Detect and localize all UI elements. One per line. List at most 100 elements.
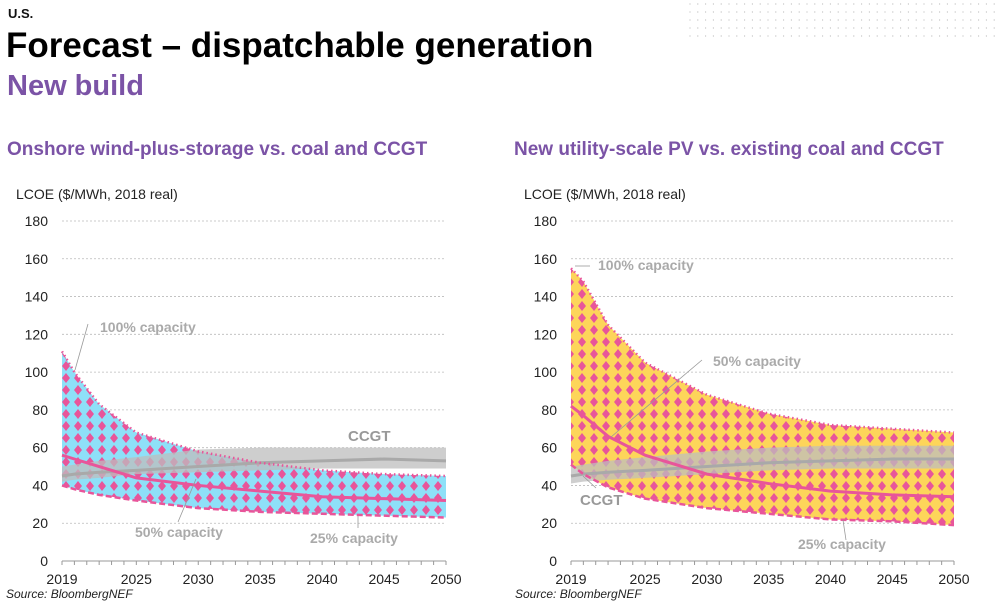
decor-dot (900, 11, 902, 13)
decor-dot (861, 27, 863, 29)
decor-dot (923, 35, 925, 37)
ccgt-band (62, 447, 446, 482)
decor-dot (970, 35, 972, 37)
decor-dot (962, 3, 964, 5)
chart-title-left: Onshore wind-plus-storage vs. coal and C… (7, 139, 428, 160)
series-line (570, 404, 955, 499)
decor-dot (946, 27, 949, 29)
decor-dot (853, 27, 855, 29)
decor-dot (946, 3, 949, 5)
decor-dot (861, 3, 863, 5)
y-tick-label: 80 (541, 402, 557, 418)
series-line (61, 484, 447, 519)
decor-dot (775, 3, 777, 5)
decor-dot (985, 19, 988, 21)
y-tick-label: 180 (25, 213, 49, 229)
decor-dot (689, 19, 691, 21)
decor-dot (845, 11, 847, 13)
capacity-range-area (571, 268, 954, 526)
decor-dot (697, 3, 699, 5)
decor-dot (767, 27, 769, 29)
decor-dot (822, 11, 824, 13)
decor-dot (790, 35, 793, 37)
y-tick-label: 100 (25, 364, 49, 380)
page-title: Forecast – dispatchable generation (6, 26, 594, 65)
decor-dot (915, 19, 917, 21)
decor-dot (814, 11, 816, 13)
decor-dot (845, 35, 847, 37)
source-right: Source: BloombergNEF (515, 587, 642, 601)
decor-dot (751, 3, 754, 5)
decor-dot (946, 35, 949, 37)
decor-dot (751, 27, 754, 29)
decor-dot (907, 3, 910, 5)
decor-dot (970, 3, 972, 5)
decor-dot (720, 27, 722, 29)
y-axis-label-left: LCOE ($/MWh, 2018 real) (16, 186, 178, 202)
decor-dot (751, 11, 754, 13)
decor-dot (689, 35, 691, 37)
decor-dot (868, 19, 871, 21)
decor-dot (814, 35, 816, 37)
decor-dot (705, 3, 707, 5)
decor-dot (993, 19, 995, 21)
page-subtitle: New build (7, 70, 144, 102)
decor-dot (775, 35, 777, 37)
decor-dot (954, 35, 956, 37)
decor-dot (720, 11, 722, 13)
decor-dot (962, 19, 964, 21)
series-annotation: 50% capacity (713, 353, 801, 369)
decor-dot (884, 35, 886, 37)
decor-dot (954, 27, 956, 29)
decor-dot (767, 35, 769, 37)
decor-dot (978, 3, 980, 5)
decor-dot (923, 19, 925, 21)
decor-dot (931, 3, 933, 5)
decor-dot (790, 3, 793, 5)
decor-dot (712, 19, 715, 21)
decor-dot (939, 3, 941, 5)
decor-dot (822, 3, 824, 5)
decor-dot (775, 11, 777, 13)
decor-dot (798, 3, 800, 5)
decor-dot (876, 3, 878, 5)
decor-dot (822, 35, 824, 37)
decor-dot (853, 19, 855, 21)
decor-dot (900, 27, 902, 29)
series-annotation: 100% capacity (100, 319, 196, 335)
dot-pattern-decoration (689, 3, 995, 37)
decor-dot (744, 11, 746, 13)
decor-dot (954, 11, 956, 13)
decor-dot (868, 3, 871, 5)
decor-dot (915, 35, 917, 37)
decor-dot (759, 11, 761, 13)
decor-dot (783, 27, 785, 29)
y-tick-label: 140 (25, 289, 49, 305)
ccgt-annotation: CCGT (348, 428, 391, 445)
decor-dot (954, 19, 956, 21)
decor-dot (767, 3, 769, 5)
decor-dot (798, 19, 800, 21)
x-tick-label: 2019 (46, 571, 77, 587)
decor-dot (806, 3, 808, 5)
decor-dot (689, 11, 691, 13)
decor-dot (728, 35, 730, 37)
x-tick-label: 2045 (877, 571, 908, 587)
decor-dot (876, 27, 878, 29)
decor-dot (837, 27, 839, 29)
decor-dot (985, 3, 988, 5)
ccgt-annotation: CCGT (580, 492, 623, 509)
decor-dot (783, 3, 785, 5)
x-tick-label: 2035 (753, 571, 784, 587)
decor-dot (775, 19, 777, 21)
decor-dot (915, 11, 917, 13)
decor-dot (993, 27, 995, 29)
decor-dot (939, 19, 941, 21)
y-tick-label: 120 (25, 326, 49, 342)
y-tick-label: 100 (534, 364, 558, 380)
x-tick-label: 2019 (555, 571, 586, 587)
y-axis-label-right: LCOE ($/MWh, 2018 real) (524, 186, 686, 202)
decor-dot (798, 35, 800, 37)
decor-dot (814, 27, 816, 29)
